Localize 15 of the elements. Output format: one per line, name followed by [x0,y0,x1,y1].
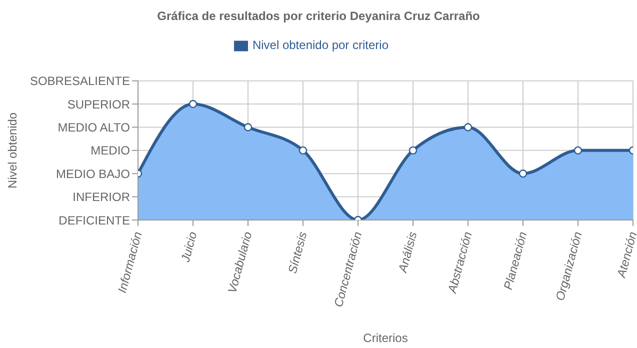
text: MEDIO BAJO [56,166,130,181]
text: MEDIO ALTO [58,120,130,134]
legend-label: Nivel obtenido por criterio [252,38,389,52]
x-tick-label: Síntesis [285,230,310,276]
text: MEDIO [90,144,130,158]
x-tick-label: Análisis [395,230,420,275]
x-axis-title: Criterios [363,331,408,345]
chart-title: Gráfica de resultados por criterio Deyanira Cruz Carraño [156,9,481,23]
text: DEFICIENTE [58,213,130,228]
text: Nivel obtenido [5,112,20,188]
x-tick-label: Atención [614,230,637,280]
x-tick-label: Juicio [178,230,200,264]
text: INFERIOR [72,190,130,204]
text: SOBRESALIENTE [30,74,130,88]
text: SUPERIOR [67,97,130,112]
